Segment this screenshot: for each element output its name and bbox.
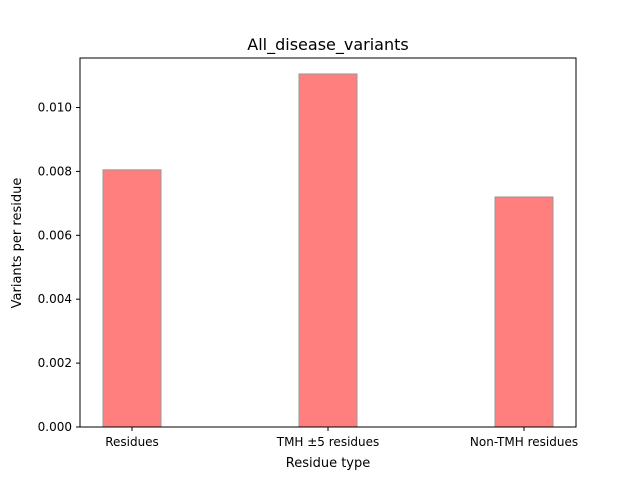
- x-tick-label-1: TMH ±5 residues: [276, 435, 380, 449]
- x-axis-label: Residue type: [286, 456, 371, 471]
- y-tick-label-5: 0.010: [38, 101, 72, 115]
- y-tick-label-3: 0.006: [38, 228, 72, 242]
- y-ticks-group: 0.000 0.002 0.004 0.006 0.008 0.010: [38, 101, 80, 434]
- bar-0: [102, 169, 162, 428]
- y-tick-label-4: 0.008: [38, 164, 72, 178]
- y-axis-label: Variants per residue: [10, 178, 25, 309]
- bar-1: [298, 73, 358, 428]
- bars-group: [102, 73, 554, 428]
- y-tick-label-0: 0.000: [38, 420, 72, 434]
- y-tick-label-2: 0.004: [38, 292, 72, 306]
- x-ticks-group: Residues TMH ±5 residues Non-TMH residues: [105, 427, 578, 449]
- y-tick-label-1: 0.002: [38, 356, 72, 370]
- bar-2: [494, 196, 554, 428]
- plot-frame: [79, 57, 577, 428]
- x-tick-label-2: Non-TMH residues: [470, 435, 578, 449]
- x-tick-label-0: Residues: [105, 435, 159, 449]
- chart-title: All_disease_variants: [247, 35, 408, 55]
